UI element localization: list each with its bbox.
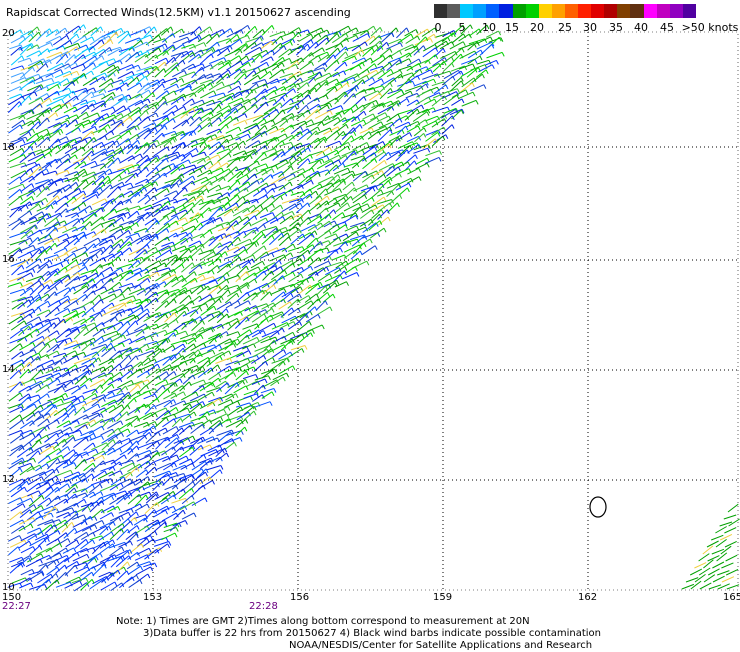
colorbar-label: 40: [634, 21, 648, 34]
time-label-mid: 22:28: [249, 601, 278, 612]
colorbar-segment: [526, 4, 539, 18]
note-line-1: Note: 1) Times are GMT 2)Times along bot…: [116, 616, 601, 628]
wind-barbs-swath: [8, 25, 504, 591]
colorbar-segment: [578, 4, 591, 18]
note-line-2: 3)Data buffer is 22 hrs from 20150627 4)…: [116, 628, 601, 640]
colorbar-segment: [499, 4, 512, 18]
lat-label-16: 16: [2, 254, 15, 265]
map-title: Rapidscat Corrected Winds(12.5KM) v1.1 2…: [6, 6, 351, 19]
colorbar-segment: [460, 4, 473, 18]
colorbar-segment: [434, 4, 447, 18]
time-label-start: 22:27: [2, 601, 31, 612]
lon-label-162: 162: [578, 592, 597, 603]
colorbar-label: 20: [530, 21, 544, 34]
colorbar-segment: [565, 4, 578, 18]
lon-label-165: 165: [723, 592, 740, 603]
colorbar-label: 25: [558, 21, 572, 34]
colorbar-segment: [683, 4, 696, 18]
colorbar-segment: [604, 4, 617, 18]
wind-speed-colorbar: [434, 4, 696, 18]
colorbar-label: 5: [459, 21, 466, 34]
colorbar-label: 30: [583, 21, 597, 34]
wind-barbs-patch: [682, 504, 740, 589]
colorbar-segment: [473, 4, 486, 18]
colorbar-label: >50 knots: [682, 21, 739, 34]
colorbar-segment: [513, 4, 526, 18]
colorbar-segment: [617, 4, 630, 18]
colorbar-segment: [630, 4, 643, 18]
colorbar-segment: [591, 4, 604, 18]
lat-label-14: 14: [2, 364, 15, 375]
notes-block: Note: 1) Times are GMT 2)Times along bot…: [116, 616, 601, 652]
colorbar-label: 45: [660, 21, 674, 34]
note-line-3: NOAA/NESDIS/Center for Satellite Applica…: [116, 640, 601, 652]
colorbar-label: 35: [609, 21, 623, 34]
lat-label-18: 18: [2, 142, 15, 153]
colorbar-segment: [552, 4, 565, 18]
lon-label-153: 153: [143, 592, 162, 603]
colorbar-label: 15: [505, 21, 519, 34]
colorbar-segment: [670, 4, 683, 18]
colorbar-label: 10: [482, 21, 496, 34]
colorbar-segment: [657, 4, 670, 18]
colorbar-segment: [644, 4, 657, 18]
contour-marker: [590, 497, 606, 517]
lon-label-159: 159: [433, 592, 452, 603]
lat-label-12: 12: [2, 474, 15, 485]
colorbar-segment: [447, 4, 460, 18]
colorbar-label: 0: [435, 21, 442, 34]
lat-label-20: 20: [2, 28, 15, 39]
lon-label-156: 156: [290, 592, 309, 603]
colorbar-segment: [539, 4, 552, 18]
colorbar-segment: [486, 4, 499, 18]
